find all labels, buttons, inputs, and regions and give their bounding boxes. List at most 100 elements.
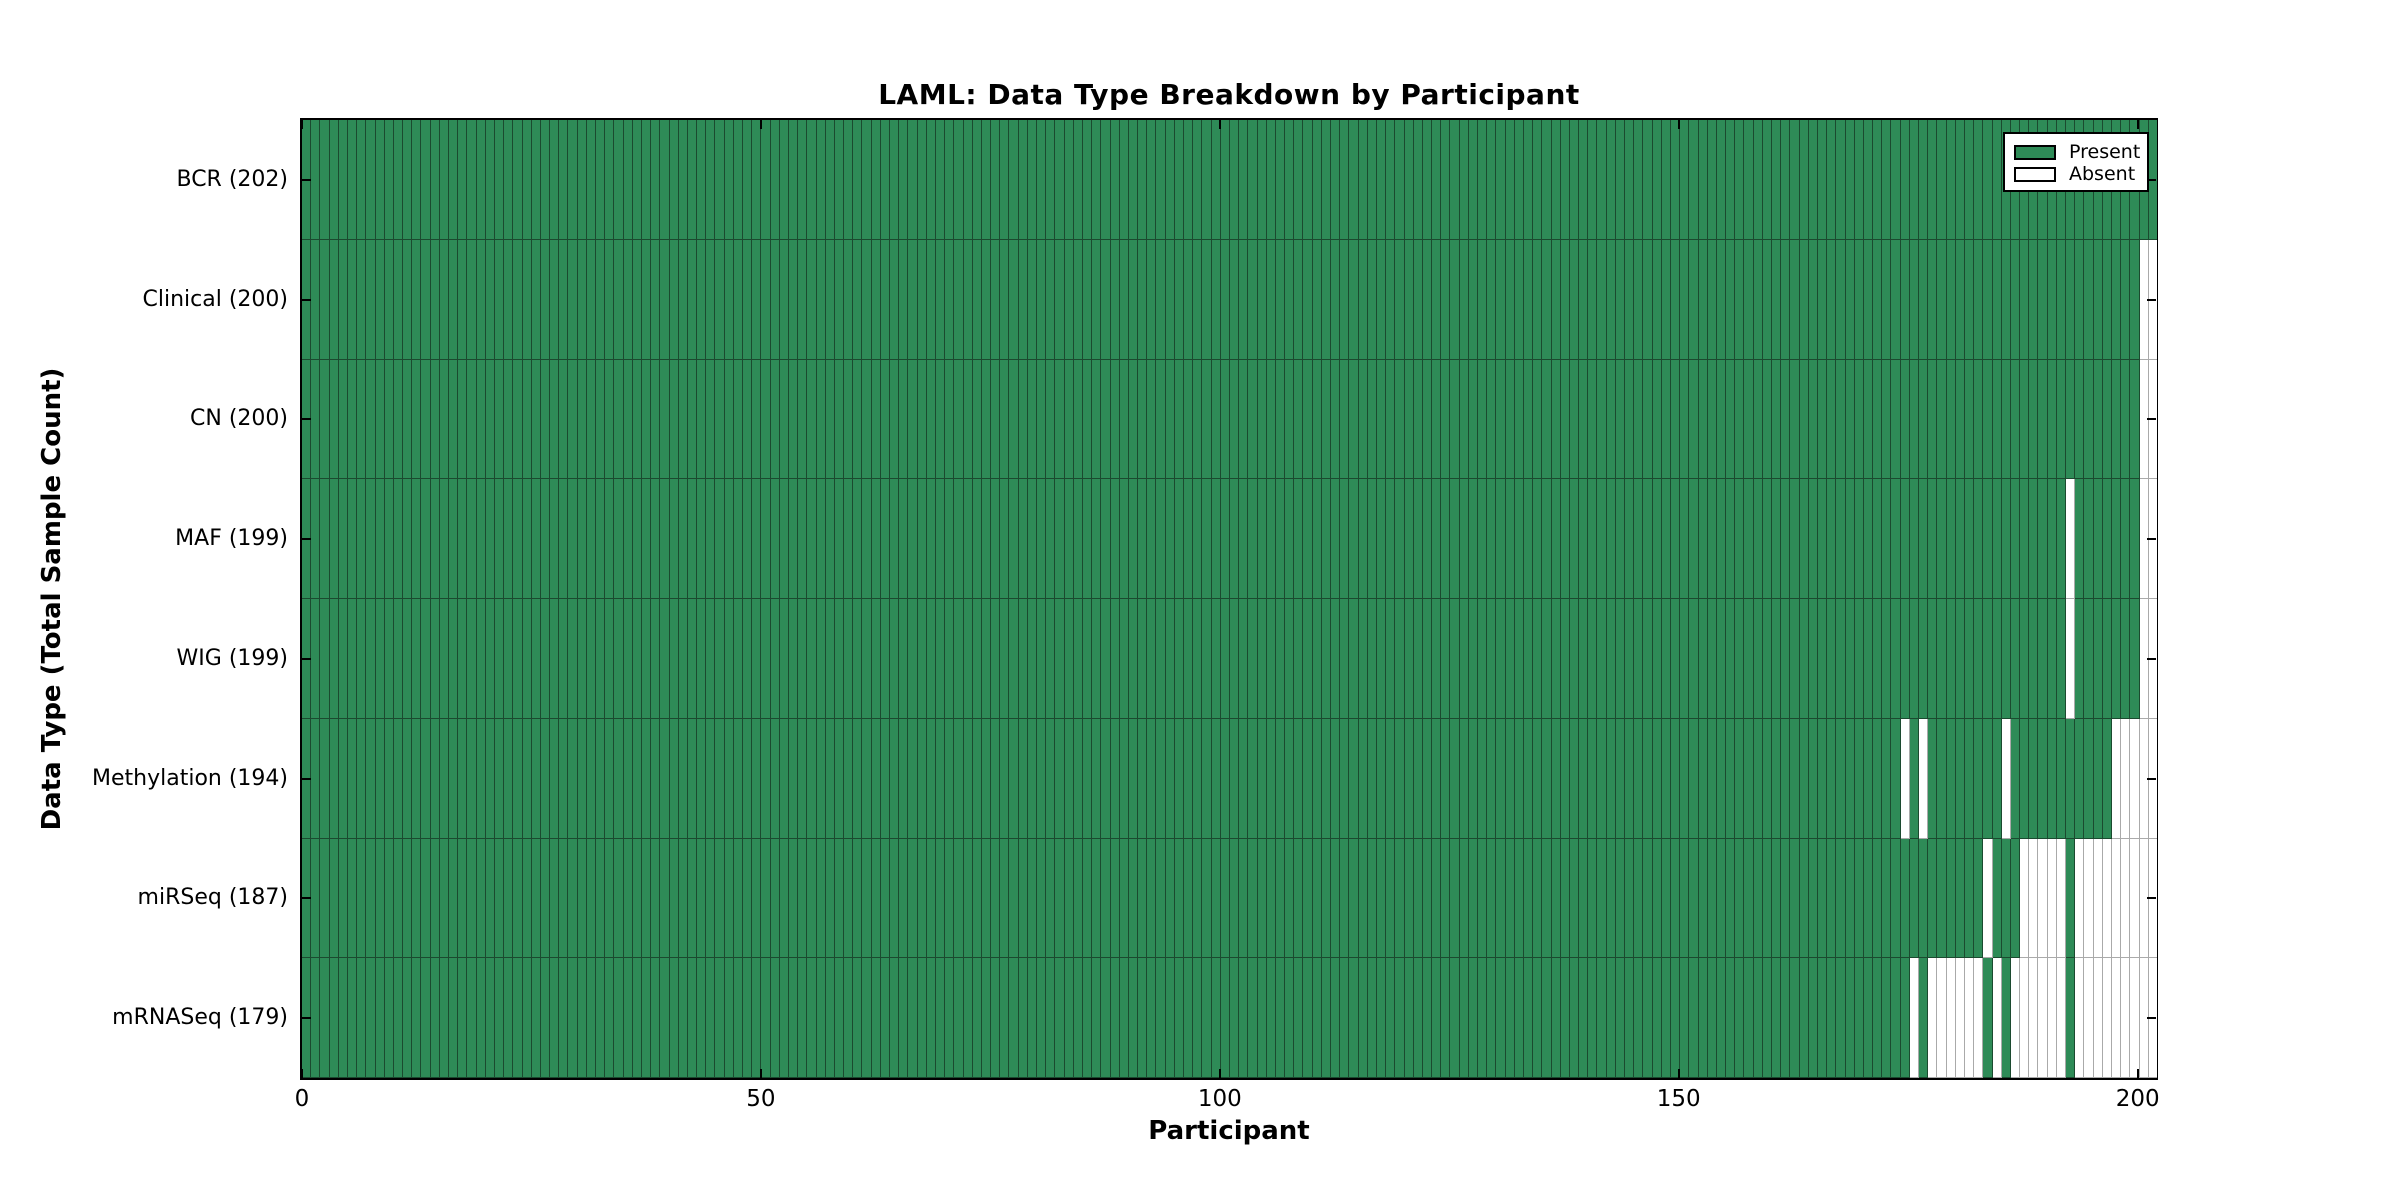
heatmap-cell [1478,479,1488,599]
heatmap-cell [1753,599,1763,719]
heatmap-cell [660,958,670,1078]
heatmap-cell [2020,599,2030,719]
heatmap-cell [1376,359,1387,480]
heatmap-cell [991,359,1001,480]
heatmap-cell [1432,239,1442,360]
heatmap-cell [1505,239,1515,360]
heatmap-cell [311,599,321,719]
heatmap-cell [770,958,780,1078]
heatmap-cell [1772,479,1782,599]
heatmap-cell [1202,958,1212,1078]
heatmap-cell [1349,120,1359,240]
heatmap-cell [1597,718,1607,839]
heatmap-cell [1735,239,1745,360]
heatmap-cell [1055,120,1065,240]
heatmap-cell [1964,599,1975,719]
heatmap-cell [2038,958,2048,1078]
heatmap-cell [1753,239,1763,360]
heatmap-cell [788,479,799,599]
heatmap-cell [1340,838,1350,959]
heatmap-cell [1046,958,1056,1078]
heatmap-cell [1450,239,1460,360]
heatmap-cell [1762,120,1772,240]
heatmap-cell [2066,718,2076,839]
heatmap-row-mRNASeq [302,958,2157,1078]
heatmap-cell [1312,120,1322,240]
heatmap-cell [2029,838,2039,959]
heatmap-cell [1266,718,1276,839]
heatmap-cell [430,599,440,719]
heatmap-cell [770,599,780,719]
heatmap-cell [476,958,486,1078]
heatmap-cell [1569,479,1580,599]
heatmap-cell [1027,599,1037,719]
heatmap-cell [1505,718,1515,839]
heatmap-cell [504,120,514,240]
heatmap-cell [1478,599,1488,719]
heatmap-cell [1211,479,1221,599]
heatmap-cell [1000,479,1010,599]
heatmap-cell [559,239,569,360]
heatmap-cell [706,479,716,599]
heatmap-cell [963,599,973,719]
heatmap-cell [1845,359,1855,480]
heatmap-cell [816,239,826,360]
heatmap-cell [614,838,624,959]
heatmap-cell [605,958,615,1078]
heatmap-cell [577,599,587,719]
heatmap-cell [1376,958,1387,1078]
heatmap-cell [1891,239,1901,360]
heatmap-cell [2047,838,2057,959]
heatmap-cell [1698,120,1708,240]
heatmap-cell [1468,359,1478,480]
heatmap-cell [1018,359,1028,480]
heatmap-cell [2093,479,2103,599]
heatmap-cell [559,958,569,1078]
heatmap-cell [403,120,413,240]
heatmap-cell [844,239,854,360]
heatmap-cell [1799,239,1809,360]
heatmap-cell [1707,120,1717,240]
heatmap-cell [320,359,330,480]
heatmap-cell [2148,239,2157,360]
heatmap-cell [935,479,946,599]
heatmap-cell [697,479,707,599]
heatmap-cell [687,239,698,360]
heatmap-cell [504,479,514,599]
heatmap-cell [2139,359,2149,480]
heatmap-cell [1974,120,1984,240]
heatmap-cell [1147,838,1157,959]
heatmap-cell [1937,479,1947,599]
heatmap-cell [1808,838,1818,959]
heatmap-cell [1873,718,1883,839]
heatmap-cell [403,479,413,599]
y-tick-label-CN: CN (200) [190,406,288,432]
heatmap-cell [1606,718,1616,839]
heatmap-cell [1579,120,1589,240]
heatmap-cell [1974,599,1984,719]
heatmap-cell [1891,479,1901,599]
heatmap-cell [1294,838,1304,959]
heatmap-cell [1873,838,1883,959]
heatmap-cell [1450,958,1460,1078]
heatmap-cell [504,958,514,1078]
heatmap-cell [1101,718,1111,839]
heatmap-cell [1193,479,1203,599]
heatmap-cell [550,359,560,480]
heatmap-cell [586,599,596,719]
heatmap-cell [2102,479,2112,599]
heatmap-cell [1404,479,1414,599]
heatmap-cell [1119,120,1129,240]
heatmap-cell [1027,838,1037,959]
heatmap-cell [1331,479,1341,599]
heatmap-cell [1092,479,1102,599]
heatmap-cell [660,479,670,599]
heatmap-cell [1147,718,1157,839]
heatmap-cell [660,838,670,959]
heatmap-cell [1726,359,1736,480]
heatmap-cell [1487,838,1497,959]
heatmap-cell [568,479,578,599]
heatmap-cell [614,599,624,719]
heatmap-cell [467,958,477,1078]
heatmap-cell [412,599,422,719]
